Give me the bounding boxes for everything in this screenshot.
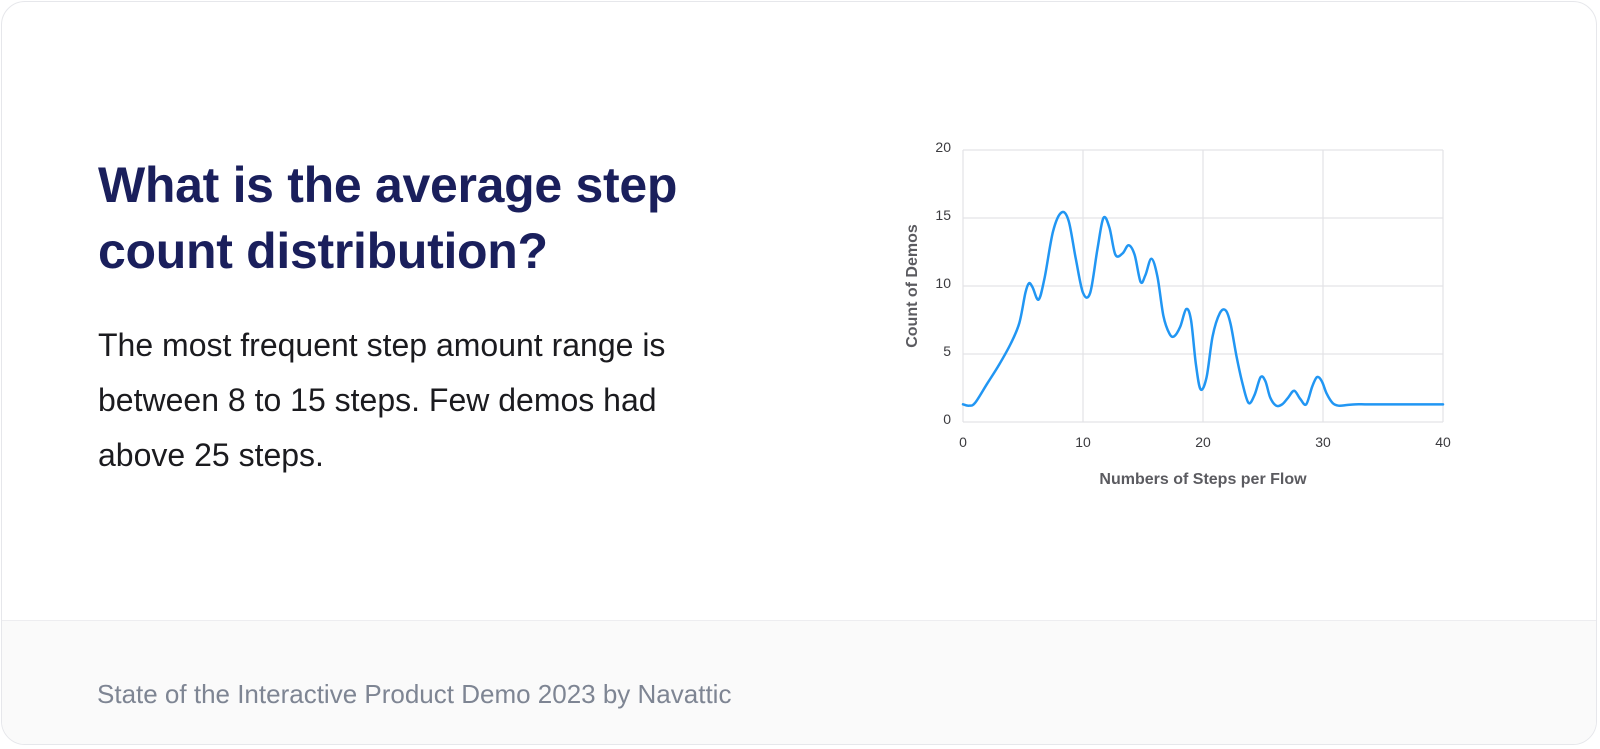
y-tick-label: 0 xyxy=(943,411,951,427)
x-axis-ticks: 0 10 20 30 40 xyxy=(959,434,1451,450)
x-tick-label: 40 xyxy=(1435,434,1451,450)
line-chart-svg: 0 5 10 15 20 0 10 20 30 40 Numbers of Steps per … xyxy=(904,139,1451,488)
x-tick-label: 20 xyxy=(1195,434,1211,450)
x-tick-label: 10 xyxy=(1075,434,1091,450)
chart-grid xyxy=(962,149,1444,423)
y-tick-label: 20 xyxy=(935,139,951,155)
card-title: What is the average step count distribut… xyxy=(98,157,678,279)
series-line xyxy=(961,210,1445,408)
footer-credit: State of the Interactive Product Demo 20… xyxy=(97,679,732,709)
y-axis-label: Count of Demos xyxy=(904,224,921,348)
step-count-chart: 0 5 10 15 20 0 10 20 30 40 Numbers of Steps per … xyxy=(882,122,1502,512)
x-tick-label: 30 xyxy=(1315,434,1331,450)
y-tick-label: 15 xyxy=(935,207,951,223)
y-tick-label: 5 xyxy=(943,343,951,359)
card-content: What is the average step count distribut… xyxy=(2,2,1596,622)
y-tick-label: 10 xyxy=(935,275,951,291)
card-description: The most frequent step amount range is b… xyxy=(98,327,666,473)
y-axis-ticks: 0 5 10 15 20 xyxy=(935,139,951,427)
x-tick-label: 0 xyxy=(959,434,967,450)
card-footer: State of the Interactive Product Demo 20… xyxy=(2,620,1596,744)
x-axis-label: Numbers of Steps per Flow xyxy=(1099,471,1307,488)
